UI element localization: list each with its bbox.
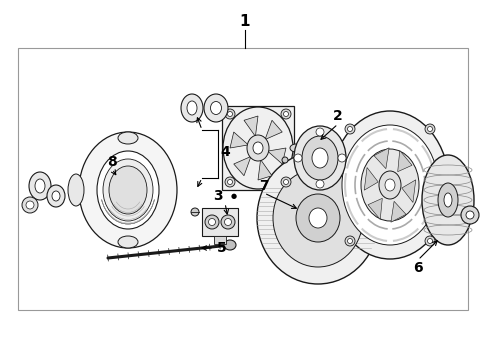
Polygon shape xyxy=(230,132,248,148)
Text: 6: 6 xyxy=(413,261,423,275)
Circle shape xyxy=(284,112,289,117)
Ellipse shape xyxy=(310,159,326,173)
Ellipse shape xyxy=(118,132,138,144)
Ellipse shape xyxy=(103,159,153,221)
Ellipse shape xyxy=(379,171,401,199)
Circle shape xyxy=(425,124,435,134)
Circle shape xyxy=(427,126,433,131)
Ellipse shape xyxy=(361,149,419,221)
Bar xyxy=(202,208,238,236)
Ellipse shape xyxy=(253,142,263,154)
Ellipse shape xyxy=(282,157,288,163)
Polygon shape xyxy=(368,198,382,220)
Polygon shape xyxy=(234,157,251,176)
Circle shape xyxy=(316,128,324,136)
Bar xyxy=(222,106,294,190)
Ellipse shape xyxy=(331,111,449,259)
Circle shape xyxy=(347,126,352,131)
Circle shape xyxy=(225,177,235,187)
Ellipse shape xyxy=(204,94,228,122)
Text: 1: 1 xyxy=(240,14,250,30)
Ellipse shape xyxy=(290,144,302,152)
Ellipse shape xyxy=(79,132,177,248)
Ellipse shape xyxy=(52,191,60,201)
Ellipse shape xyxy=(211,102,221,114)
Text: 7: 7 xyxy=(259,179,269,193)
Circle shape xyxy=(227,180,232,184)
Ellipse shape xyxy=(342,125,438,245)
Text: 4: 4 xyxy=(220,145,230,159)
Ellipse shape xyxy=(257,152,379,284)
Polygon shape xyxy=(402,180,416,202)
Ellipse shape xyxy=(109,166,147,214)
Ellipse shape xyxy=(181,94,203,122)
Ellipse shape xyxy=(461,206,479,224)
Circle shape xyxy=(345,124,355,134)
Ellipse shape xyxy=(314,162,322,170)
Text: 5: 5 xyxy=(217,241,227,255)
Ellipse shape xyxy=(224,240,236,250)
Ellipse shape xyxy=(466,211,474,219)
Polygon shape xyxy=(268,148,286,164)
Ellipse shape xyxy=(385,179,395,191)
Circle shape xyxy=(427,238,433,243)
Circle shape xyxy=(209,219,216,225)
Circle shape xyxy=(227,112,232,117)
Bar xyxy=(18,48,468,310)
Circle shape xyxy=(284,180,289,184)
Ellipse shape xyxy=(294,126,346,190)
Circle shape xyxy=(225,109,235,119)
Bar xyxy=(214,236,226,244)
Ellipse shape xyxy=(187,101,197,115)
Ellipse shape xyxy=(302,136,338,180)
Ellipse shape xyxy=(47,185,65,207)
Ellipse shape xyxy=(296,194,340,242)
Circle shape xyxy=(294,154,302,162)
Ellipse shape xyxy=(191,208,199,216)
Circle shape xyxy=(224,219,231,225)
Ellipse shape xyxy=(422,155,474,245)
Circle shape xyxy=(26,201,34,209)
Polygon shape xyxy=(398,150,412,172)
Circle shape xyxy=(316,180,324,188)
Polygon shape xyxy=(364,167,378,190)
Ellipse shape xyxy=(273,169,363,267)
Circle shape xyxy=(281,177,291,187)
Polygon shape xyxy=(265,120,282,140)
Text: 8: 8 xyxy=(107,155,117,169)
Ellipse shape xyxy=(444,193,452,207)
Ellipse shape xyxy=(223,107,293,189)
Circle shape xyxy=(22,197,38,213)
Text: ●: ● xyxy=(231,193,237,199)
Text: 2: 2 xyxy=(333,109,343,123)
Ellipse shape xyxy=(312,148,328,168)
Circle shape xyxy=(338,154,346,162)
Circle shape xyxy=(425,236,435,246)
Circle shape xyxy=(345,236,355,246)
Ellipse shape xyxy=(29,172,51,200)
Ellipse shape xyxy=(68,174,84,206)
Polygon shape xyxy=(244,116,258,136)
Ellipse shape xyxy=(97,151,159,229)
Polygon shape xyxy=(258,159,272,180)
Ellipse shape xyxy=(118,236,138,248)
Ellipse shape xyxy=(438,183,458,217)
Circle shape xyxy=(281,109,291,119)
Circle shape xyxy=(221,215,235,229)
Text: 3: 3 xyxy=(213,189,223,203)
Ellipse shape xyxy=(247,135,269,161)
Ellipse shape xyxy=(309,208,327,228)
Polygon shape xyxy=(374,148,389,169)
Circle shape xyxy=(347,238,352,243)
Circle shape xyxy=(205,215,219,229)
Polygon shape xyxy=(391,201,406,222)
Ellipse shape xyxy=(35,179,45,193)
